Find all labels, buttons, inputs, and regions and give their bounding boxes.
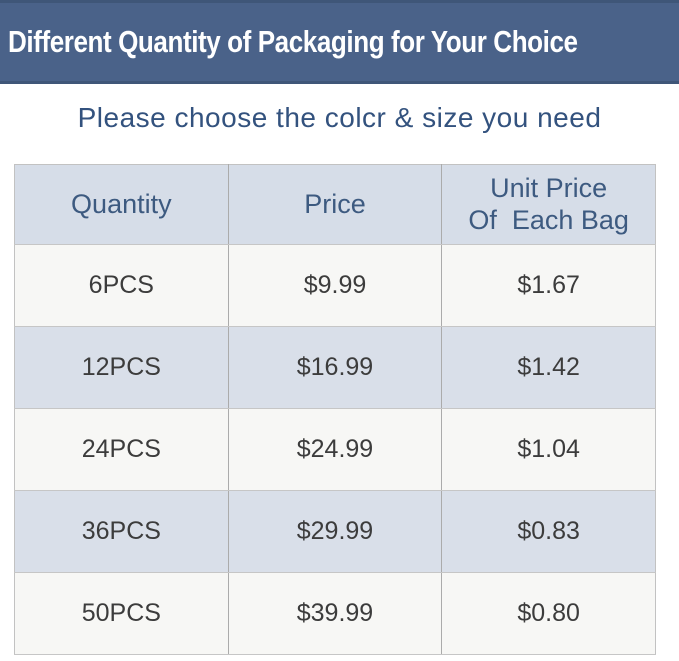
pricing-table: Quantity Price Unit Price Of Each Bag 6P… [14, 164, 656, 655]
cell-unit-price: $1.67 [441, 244, 656, 327]
title-banner: Different Quantity of Packaging for Your… [0, 0, 679, 84]
header-label-line2: Of Each Bag [468, 204, 629, 235]
table-row: 12PCS $16.99 $1.42 [14, 326, 656, 409]
cell-quantity: 6PCS [14, 244, 229, 327]
header-label: Quantity [71, 188, 172, 219]
cell-quantity: 24PCS [14, 408, 229, 491]
table-row: 24PCS $24.99 $1.04 [14, 408, 656, 491]
cell-quantity: 36PCS [14, 490, 229, 573]
header-cell-quantity: Quantity [14, 164, 229, 245]
header-label-line1: Unit Price [490, 172, 608, 203]
cell-quantity: 50PCS [14, 572, 229, 655]
subtitle: Please choose the colcr & size you need [77, 102, 602, 133]
table-row: 50PCS $39.99 $0.80 [14, 572, 656, 655]
table-row: 6PCS $9.99 $1.67 [14, 244, 656, 327]
header-label: Price [304, 188, 366, 219]
cell-unit-price: $0.80 [441, 572, 656, 655]
cell-price: $16.99 [227, 326, 443, 409]
cell-unit-price: $0.83 [441, 490, 656, 573]
cell-price: $9.99 [227, 244, 443, 327]
cell-quantity: 12PCS [14, 326, 229, 409]
cell-price: $24.99 [227, 408, 443, 491]
table-header-row: Quantity Price Unit Price Of Each Bag [14, 164, 656, 245]
header-cell-price: Price [227, 164, 443, 245]
header-cell-unit-price: Unit Price Of Each Bag [441, 164, 656, 245]
cell-unit-price: $1.04 [441, 408, 656, 491]
cell-unit-price: $1.42 [441, 326, 656, 409]
page-title: Different Quantity of Packaging for Your… [8, 24, 578, 59]
table-row: 36PCS $29.99 $0.83 [14, 490, 656, 573]
cell-price: $29.99 [227, 490, 443, 573]
cell-price: $39.99 [227, 572, 443, 655]
